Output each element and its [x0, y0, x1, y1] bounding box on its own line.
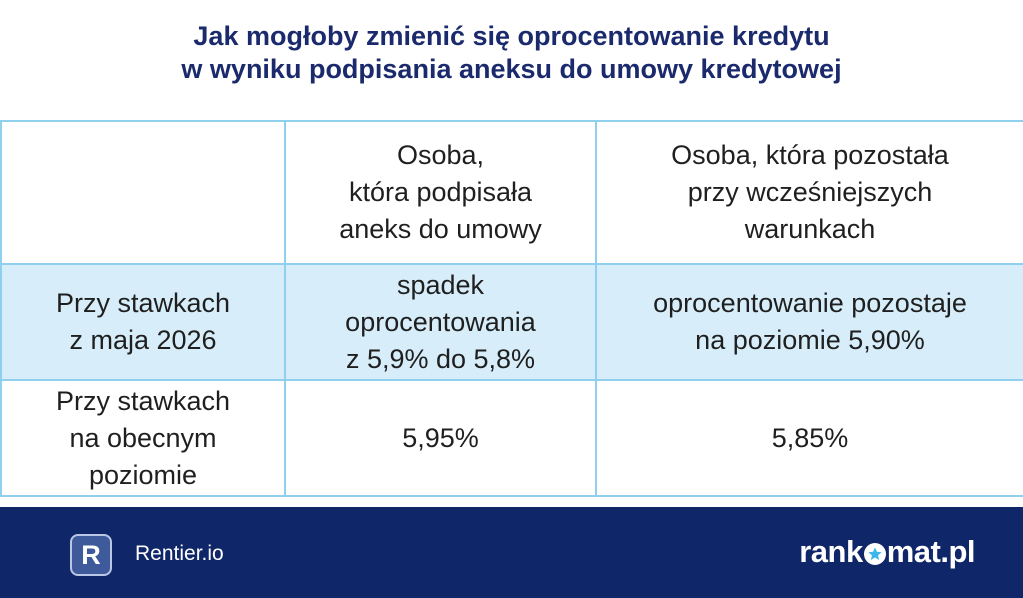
star-in-circle-icon	[863, 543, 886, 565]
row-stayed-line: oprocentowanie pozostaje	[653, 288, 967, 318]
row-label-line: poziomie	[88, 459, 198, 490]
header-cell-signed: Osoba, która podpisała aneks do umowy	[284, 120, 597, 265]
row-signed-line: spadek	[396, 269, 485, 300]
row-signed-line: oprocentowania	[345, 306, 536, 337]
table-row: Przy stawkach z maja 2026 spadek oprocen…	[0, 263, 1023, 381]
row-signed-cell: spadek oprocentowania z 5,9% do 5,8%	[284, 263, 597, 381]
page-title: Jak mogłoby zmienić się oprocentowanie k…	[0, 20, 1023, 86]
row-signed-cell: 5,95%	[284, 379, 597, 497]
table-row: Przy stawkach na obecnym poziomie 5,95% …	[0, 379, 1023, 497]
row-signed-line: z 5,9% do 5,8%	[345, 343, 536, 374]
header-stayed-line: warunkach	[744, 214, 876, 244]
row-label-line: Przy stawkach	[55, 288, 231, 318]
header-signed-line: Osoba,	[396, 140, 485, 170]
header-stayed-line: przy wcześniejszych	[687, 177, 933, 207]
row-label-line: z maja 2026	[69, 325, 217, 355]
header-cell-empty	[0, 120, 286, 265]
rentier-label: Rentier.io	[135, 542, 224, 565]
row-signed-value: 5,95%	[402, 422, 479, 453]
header-cell-stayed: Osoba, która pozostała przy wcześniejszy…	[595, 120, 1023, 265]
row-stayed-line: na poziomie 5,90%	[695, 325, 925, 355]
rentier-logo-icon: R	[70, 534, 112, 576]
footer-bar: R Rentier.io rank mat.pl	[0, 507, 1023, 598]
title-line-2: w wyniku podpisania aneksu do umowy kred…	[181, 54, 842, 84]
row-label-cell: Przy stawkach z maja 2026	[0, 263, 286, 381]
row-label-line: na obecnym	[69, 422, 217, 453]
row-stayed-value: 5,85%	[771, 422, 849, 453]
row-label-line: Przy stawkach	[55, 385, 231, 416]
rankomat-logo-suffix: mat.pl	[886, 534, 976, 569]
rankomat-logo-prefix: rank	[799, 534, 863, 569]
table-header-row: Osoba, która podpisała aneks do umowy Os…	[0, 120, 1023, 265]
comparison-table: Osoba, która podpisała aneks do umowy Os…	[0, 120, 1023, 497]
header-signed-line: która podpisała	[348, 177, 533, 207]
title-line-1: Jak mogłoby zmienić się oprocentowanie k…	[193, 21, 830, 51]
header-stayed-line: Osoba, która pozostała	[671, 140, 949, 170]
row-stayed-cell: 5,85%	[595, 379, 1023, 497]
rankomat-logo: rank mat.pl	[799, 533, 975, 571]
row-stayed-cell: oprocentowanie pozostaje na poziomie 5,9…	[595, 263, 1023, 381]
row-label-cell: Przy stawkach na obecnym poziomie	[0, 379, 286, 497]
header-signed-line: aneks do umowy	[339, 214, 542, 244]
